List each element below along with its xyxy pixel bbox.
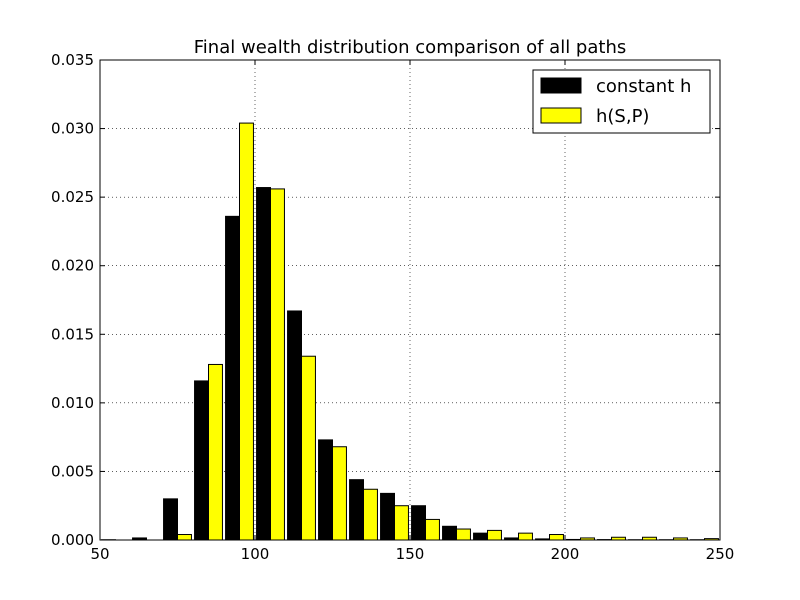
legend: constant h h(S,P) xyxy=(532,69,711,134)
bar-constant-h xyxy=(473,532,488,541)
bar-constant-h xyxy=(194,380,210,541)
legend-swatch-constant-h xyxy=(540,77,582,94)
bar-constant-h xyxy=(287,310,302,541)
bar-h-s-p xyxy=(332,446,347,541)
y-tick-label: 0.000 xyxy=(51,531,94,549)
bar-constant-h xyxy=(411,505,426,541)
y-tick-label: 0.010 xyxy=(51,394,94,412)
axis-ticks: 50 100 150 200 250 0.000 0.005 0.010 0.015 0.020 0… xyxy=(51,51,734,563)
y-tick-label: 0.015 xyxy=(51,325,94,343)
x-tick-label: 200 xyxy=(551,545,580,563)
bar-h-s-p xyxy=(270,188,285,541)
y-tick-label: 0.030 xyxy=(51,120,94,138)
bar-constant-h xyxy=(256,187,271,541)
x-tick-label: 150 xyxy=(396,545,425,563)
bar-h-s-p xyxy=(363,488,378,541)
bar-constant-h xyxy=(225,215,241,541)
x-tick-label: 250 xyxy=(706,545,735,563)
legend-label-h-s-p: h(S,P) xyxy=(596,106,649,127)
bar-h-s-p xyxy=(239,122,254,541)
bar-constant-h xyxy=(349,479,364,541)
bar-h-s-p xyxy=(177,534,192,541)
legend-swatch-h-s-p xyxy=(540,107,582,124)
bars-group xyxy=(101,122,719,541)
y-tick-label: 0.025 xyxy=(51,188,94,206)
bar-h-s-p xyxy=(456,528,471,541)
bar-h-s-p xyxy=(208,363,223,541)
bar-h-s-p xyxy=(394,505,409,541)
y-tick-label: 0.035 xyxy=(51,51,94,69)
legend-label-constant-h: constant h xyxy=(596,76,691,97)
x-tick-label: 100 xyxy=(241,545,270,563)
bar-constant-h xyxy=(442,525,457,541)
y-tick-label: 0.005 xyxy=(51,462,94,480)
bar-constant-h xyxy=(163,498,179,541)
bar-h-s-p xyxy=(487,529,502,541)
y-tick-label: 0.020 xyxy=(51,257,94,275)
x-tick-label: 50 xyxy=(90,545,109,563)
chart-title: Final wealth distribution comparison of … xyxy=(194,37,626,58)
bar-h-s-p xyxy=(549,534,564,541)
bar-h-s-p xyxy=(518,532,533,541)
bar-constant-h xyxy=(318,439,333,541)
bar-h-s-p xyxy=(301,355,316,541)
bar-h-s-p xyxy=(425,518,440,541)
bar-constant-h xyxy=(380,492,395,541)
